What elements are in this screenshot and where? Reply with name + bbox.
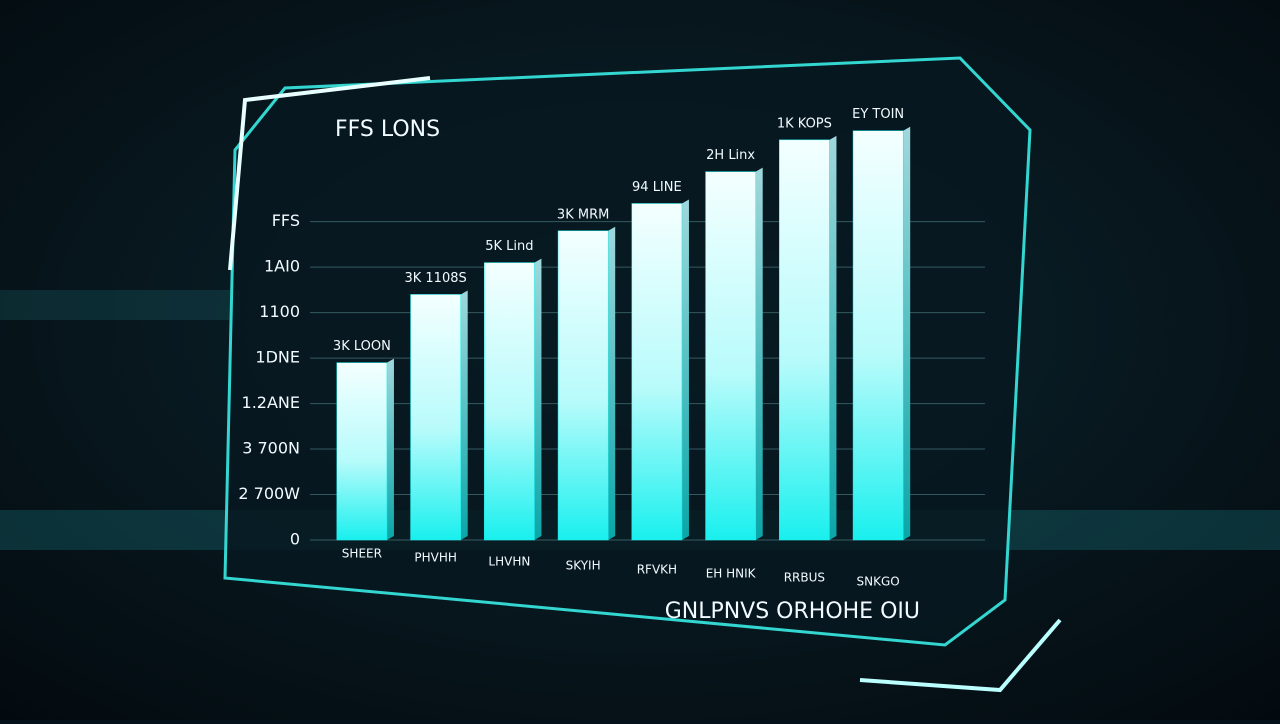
x-tick-label: PHVHH [414,551,457,565]
bar-annotation: 94 LINE [632,180,682,195]
x-tick-label: SHEER [342,547,382,561]
glow-band [0,290,240,320]
x-tick-label: RFVKH [637,563,677,577]
bar-annotation: 3K MRM [557,207,609,222]
panel-accent [859,618,1062,693]
bar-side [903,126,911,540]
x-tick-label: SNKGO [857,575,900,589]
bar-annotation: 2H Linx [706,148,755,163]
footer-label: GNLPNVS ORHOHE OIU [665,599,920,624]
bar-side [755,167,763,541]
y-tick-label: 0 [290,530,300,549]
bar [779,139,830,541]
bar-side [460,290,468,540]
bar-side [829,135,837,540]
x-tick-label: EH HNIK [706,567,757,581]
bar-side [534,258,542,540]
y-tick-label: 1DNE [255,348,300,367]
bar [484,262,535,541]
bar [631,203,683,541]
chart-title: FFS LONS [335,117,440,142]
bar-side [608,226,616,541]
panel-accent [228,76,431,271]
bar-side [386,358,394,540]
bar-annotation: EY TOIN [852,107,904,122]
x-tick-label: SKYIH [566,559,601,573]
y-tick-label: 1.2ANE [242,393,300,412]
y-tick-label: 1AI0 [264,257,300,276]
bar-side [681,199,689,540]
bar-annotation: 3K 1108S [404,271,466,286]
x-tick-label: LHVHN [488,555,530,569]
bar-annotation: 5K Lind [485,239,533,254]
bar-annotation: 1K KOPS [777,116,832,131]
y-tick-label: FFS [272,211,300,230]
bar-annotation: 3K LOON [333,339,391,354]
y-tick-label: 1100 [259,302,300,321]
y-tick-label: 3 700N [242,439,300,458]
bar [336,362,388,541]
bar [852,130,904,541]
bar [705,171,756,541]
bar [410,294,461,541]
y-tick-label: 2 700W [238,484,300,503]
bar [557,230,609,541]
x-tick-label: RRBUS [784,571,825,585]
